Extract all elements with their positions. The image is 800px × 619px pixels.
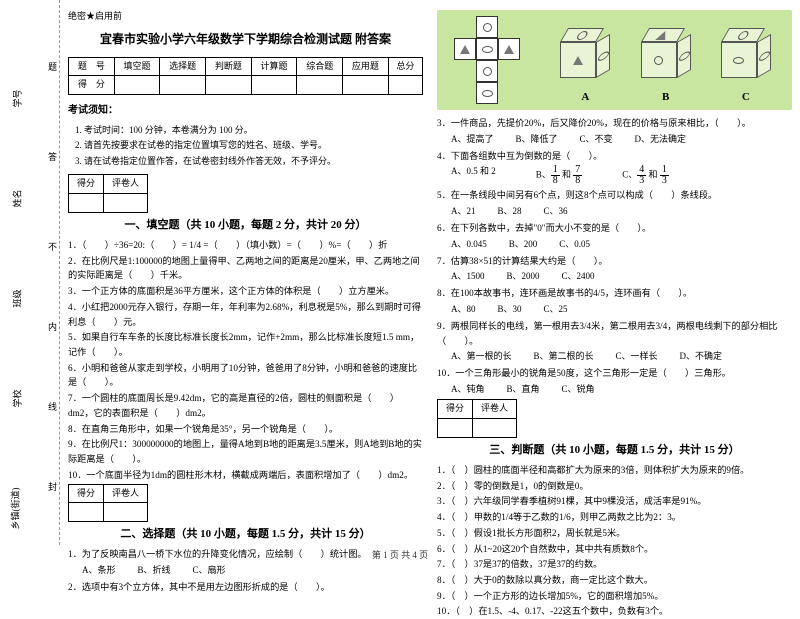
section-2-title: 二、选择题（共 10 小题，每题 1.5 分，共计 15 分） <box>68 526 423 543</box>
judge-q: 4．（ ）甲数的1/4等于乙数的1/6，则甲乙两数之比为2：3。 <box>437 510 792 525</box>
td: 得 分 <box>69 76 115 95</box>
opts: A、提高了 B、降低了 C、不变 D、无法确定 <box>451 133 792 147</box>
th: 选择题 <box>160 57 206 76</box>
section-3-title: 三、判断题（共 10 小题，每题 1.5 分，共计 15 分） <box>437 442 792 459</box>
judge-q: 8．（ ）大于0的数除以真分数，商一定比这个数大。 <box>437 573 792 588</box>
choice-q: 2．选项中有3个立方体，其中不是用左边图形折成的是（ ）。 <box>68 580 423 595</box>
judge-q: 10．（ ）在1.5、-4、0.17、-22这五个数中，负数有3个。 <box>437 604 792 619</box>
seal-mark: 内 <box>48 320 57 333</box>
opts: A、0.5 和 2 B、18 和 78 C、43 和 13 <box>451 165 792 186</box>
seal-mark: 封 <box>48 480 57 493</box>
marker-table: 得分评卷人 <box>68 484 148 523</box>
opts: A、条形 B、折线 C、扇形 <box>82 564 423 578</box>
field-township: 乡镇(街道) <box>9 488 22 530</box>
exam-title: 宜春市实验小学六年级数学下学期综合检测试题 附答案 <box>68 30 423 49</box>
seal-mark: 线 <box>48 400 57 413</box>
left-column: 绝密★启用前 宜春市实验小学六年级数学下学期综合检测试题 附答案 题 号 填空题… <box>68 10 423 545</box>
th: 应用题 <box>343 57 389 76</box>
choice-q: 4．下面各组数中互为倒数的是（ ）。 <box>437 149 792 164</box>
fill-q: 2．在比例尺是1:100000的地图上量得甲、乙两地之间的距离是20厘米，甲、乙… <box>68 254 423 283</box>
fill-q: 10．一个底面半径为1dm的圆柱形木材，横截成两端后，表面积增加了（ ）dm2。 <box>68 468 423 483</box>
fill-q: 6．小明和爸爸从家走到学校，小明用了10分钟，爸爸用了8分钟，小明和爸爸的速度比… <box>68 361 423 390</box>
choice-q: 9．两根同样长的电线，第一根用去3/4米，第二根用去3/4，两根电线剩下的部分相… <box>437 319 792 348</box>
page-footer: 第 1 页 共 4 页 <box>0 548 800 561</box>
cube-net <box>454 16 534 104</box>
score-table: 题 号 填空题 选择题 判断题 计算题 综合题 应用题 总分 得 分 <box>68 57 423 96</box>
field-id: 学号 <box>11 89 24 107</box>
seal-mark: 不 <box>48 240 57 253</box>
fill-q: 1．（ ）÷36=20:（ ）= 1/4 =（ ）（填小数）=（ ）%=（ ）折 <box>68 238 423 253</box>
th: 综合题 <box>297 57 343 76</box>
choice-q: 5．在一条线段中间另有6个点，则这8个点可以构成（ ）条线段。 <box>437 188 792 203</box>
binding-column: 乡镇(街道) 学校 班级 姓名 学号 题 答 不 内 线 封 <box>0 0 60 545</box>
th: 计算题 <box>251 57 297 76</box>
fill-q: 7．一个圆柱的底面周长是9.42dm，它的高是直径的2倍，圆柱的侧面积是（ ）d… <box>68 391 423 420</box>
opts: A、钝角 B、直角 C、锐角 <box>451 383 792 397</box>
choice-q: 8．在100本故事书，连环画是故事书的4/5，连环画有（ ）。 <box>437 286 792 301</box>
seal-mark: 题 <box>48 60 57 73</box>
marker-table: 得分评卷人 <box>68 174 148 213</box>
cube-diagram: A B C <box>437 10 792 110</box>
judge-q: 3．（ ）六年级同学春季植树91棵，其中9棵没活，成活率是91%。 <box>437 494 792 509</box>
judge-q: 9．（ ）一个正方形的边长增加5%，它的面积增加5%。 <box>437 589 792 604</box>
note-item: 请首先按要求在试卷的指定位置填写您的姓名、班级、学号。 <box>84 138 423 152</box>
choice-q: 6．在下列各数中，去掉"0"而大小不变的是（ ）。 <box>437 221 792 236</box>
fill-q: 4．小红把2000元存入银行，存期一年，年利率为2.68%，利息税是5%，那么到… <box>68 300 423 329</box>
fill-q: 5．如果自行车车条的长度比标准长度长2mm，记作+2mm，那么比标准长度短1.5… <box>68 330 423 359</box>
note-item: 考试时间：100 分钟，本卷满分为 100 分。 <box>84 123 423 137</box>
judge-q: 2．（ ）零的倒数是1，0的倒数是0。 <box>437 479 792 494</box>
th: 判断题 <box>206 57 252 76</box>
seal-mark: 答 <box>48 150 57 163</box>
opts: A、1500 B、2000 C、2400 <box>451 270 792 284</box>
opts: A、80 B、30 C、25 <box>451 303 792 317</box>
opts: A、第一根的长 B、第二根的长 C、一样长 D、不确定 <box>451 350 792 364</box>
opts: A、21 B、28 C、36 <box>451 205 792 219</box>
page-container: 乡镇(街道) 学校 班级 姓名 学号 题 答 不 内 线 封 绝密★启用前 宜春… <box>0 0 800 545</box>
notice-heading: 考试须知： <box>68 103 423 119</box>
choice-q: 3．一件商品，先提价20%，后又降价20%，现在的价格与原来相比，（ ）。 <box>437 116 792 131</box>
secret-label: 绝密★启用前 <box>68 10 423 24</box>
th: 题 号 <box>69 57 115 76</box>
field-class: 班级 <box>11 289 24 307</box>
fill-q: 3．一个正方体的底面积是36平方厘米，这个正方体的体积是（ ）立方厘米。 <box>68 284 423 299</box>
notes-list: 考试时间：100 分钟，本卷满分为 100 分。 请首先按要求在试卷的指定位置填… <box>84 123 423 168</box>
choice-q: 10．一个三角形最小的锐角是50度，这个三角形一定是（ ）三角形。 <box>437 366 792 381</box>
marker-table: 得分评卷人 <box>437 399 517 438</box>
section-1-title: 一、填空题（共 10 小题，每题 2 分，共计 20 分） <box>68 217 423 234</box>
th: 填空题 <box>114 57 160 76</box>
judge-q: 5．（ ）假设1批长方形面积2，周长就是5米。 <box>437 526 792 541</box>
note-item: 请在试卷指定位置作答，在试卷密封线外作答无效，不予评分。 <box>84 154 423 168</box>
th: 总分 <box>388 57 422 76</box>
cube-a: A <box>556 28 614 92</box>
right-column: A B C 3．一件商品，先提价20%，后又降价20%，现在的价格与原来相比，（… <box>437 10 792 545</box>
content-area: 绝密★启用前 宜春市实验小学六年级数学下学期综合检测试题 附答案 题 号 填空题… <box>60 0 800 545</box>
cube-c: C <box>717 28 775 92</box>
field-name: 姓名 <box>11 189 24 207</box>
judge-q: 1．（ ）圆柱的底面半径和高都扩大为原来的3倍，则体积扩大为原来的9倍。 <box>437 463 792 478</box>
choice-q: 7．估算38×51的计算结果大约是（ ）。 <box>437 254 792 269</box>
cube-b: B <box>637 28 695 92</box>
fill-q: 9．在比例尺1：300000000的地图上，量得A地到B地的距离是3.5厘米，则… <box>68 437 423 466</box>
field-school: 学校 <box>11 389 24 407</box>
fill-q: 8．在直角三角形中，如果一个锐角是35°，另一个锐角是（ ）。 <box>68 422 423 437</box>
opts: A、0.045 B、200 C、0.05 <box>451 238 792 252</box>
